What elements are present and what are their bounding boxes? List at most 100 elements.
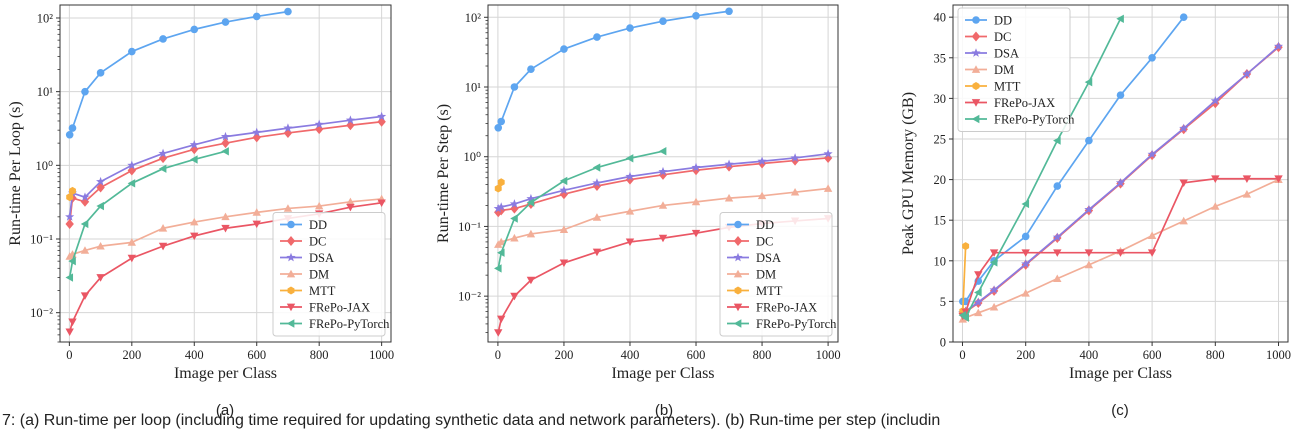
- data-point-dd: [81, 87, 89, 96]
- data-point-dsa: [989, 285, 999, 294]
- x-tick-label: 800: [753, 348, 772, 362]
- data-point-mtt: [69, 186, 76, 195]
- data-point-frepo-jax: [989, 249, 999, 257]
- y-tick-label: 0: [940, 336, 946, 350]
- data-point-dd: [593, 33, 601, 41]
- x-tick-label: 1000: [369, 348, 394, 362]
- y-tick-label: 35: [934, 51, 947, 65]
- data-point-dm: [314, 201, 324, 210]
- y-tick-label: 10: [934, 254, 947, 268]
- data-point-dsa: [691, 162, 701, 172]
- y-tick-label: 20: [934, 173, 947, 187]
- data-point-frepo-jax: [497, 315, 506, 324]
- x-tick-label: 0: [66, 348, 72, 362]
- data-point-frepo-jax: [158, 242, 168, 251]
- data-point-dm: [190, 217, 199, 226]
- data-point-frepo-pytorch: [989, 258, 998, 267]
- y-axis-label: Run-time Per Loop (s): [7, 101, 24, 245]
- data-point-frepo-jax: [1084, 249, 1094, 257]
- chart-panel-1: 0 200 400 600 800 1000 10⁻² 10⁻¹ 10⁰ 10¹ 10² Image …: [7, 4, 394, 419]
- data-point-dd: [494, 123, 503, 132]
- legend-marker-dc: [733, 236, 743, 246]
- data-point-dsa: [625, 171, 635, 181]
- data-point-dsa: [724, 159, 734, 169]
- y-tick-label: 10⁻²: [458, 290, 481, 304]
- data-point-dsa: [65, 212, 75, 221]
- data-point-dd: [497, 117, 506, 126]
- legend-label-mtt: MTT: [309, 284, 336, 298]
- series-frepo-pytorch: [65, 147, 229, 282]
- data-point-dsa: [1273, 41, 1284, 51]
- data-point-dm: [1211, 202, 1220, 210]
- x-tick-label: 600: [1143, 348, 1162, 362]
- legend-marker-mtt: [972, 82, 980, 90]
- data-point-dsa: [526, 193, 536, 203]
- figure-caption: 7: (a) Run-time per loop (including time…: [2, 412, 941, 429]
- data-point-dsa: [252, 127, 262, 137]
- data-point-dd: [626, 24, 634, 32]
- legend-box: [719, 212, 833, 337]
- data-point-frepo-pytorch: [96, 201, 104, 211]
- data-point-frepo-pytorch: [127, 179, 136, 188]
- legend-label-frepo-pytorch: FRePo-PyTorch: [309, 317, 390, 331]
- data-point-frepo-jax: [510, 292, 519, 301]
- data-point-frepo-pytorch: [494, 264, 502, 273]
- legend-label-frepo-pytorch: FRePo-PyTorch: [994, 113, 1075, 127]
- x-tick-label: 600: [687, 348, 706, 362]
- data-point-dm: [158, 224, 168, 232]
- data-point-frepo-pytorch: [1084, 77, 1093, 87]
- legend-label-dm: DM: [309, 268, 329, 282]
- data-point-frepo-jax: [80, 292, 90, 300]
- data-point-frepo-pytorch: [65, 273, 74, 282]
- panel-label: (c): [1111, 402, 1129, 419]
- x-tick-label: 1000: [816, 348, 841, 362]
- data-point-dd: [1179, 13, 1188, 21]
- data-point-frepo-jax: [1116, 249, 1125, 257]
- legend-label-dsa: DSA: [309, 251, 334, 265]
- data-point-frepo-pytorch: [510, 214, 518, 223]
- data-point-dsa: [189, 139, 199, 149]
- chart-panel-3: 0 200 400 600 800 1000 0 5 10 15 20 25 30 35 40 Image p…: [900, 4, 1291, 419]
- data-point-frepo-jax: [494, 329, 503, 337]
- data-point-dsa: [1115, 178, 1126, 187]
- data-point-dm: [691, 197, 701, 206]
- data-point-dc: [65, 218, 74, 229]
- x-axis-label: Image per Class: [611, 365, 714, 382]
- series-line-frepo-pytorch: [497, 150, 664, 269]
- data-point-dd: [65, 130, 74, 139]
- data-point-dm: [1147, 231, 1157, 239]
- data-point-dm: [724, 193, 734, 202]
- data-point-frepo-jax: [96, 274, 105, 282]
- data-point-dm: [221, 212, 230, 221]
- y-axis-label: Run-time Per Step (s): [435, 104, 452, 243]
- legend-label-dd: DD: [994, 14, 1012, 28]
- data-point-frepo-pytorch: [526, 198, 535, 207]
- data-point-frepo-jax: [346, 203, 355, 212]
- data-point-frepo-jax: [1147, 249, 1157, 257]
- data-point-dd: [560, 45, 568, 53]
- data-point-dsa: [377, 111, 387, 121]
- legend-marker-frepo-pytorch: [971, 114, 980, 124]
- y-tick-label: 30: [934, 92, 947, 106]
- data-point-dm: [625, 207, 635, 215]
- data-point-dd: [252, 12, 261, 21]
- x-tick-label: 400: [621, 348, 640, 362]
- data-point-dsa: [345, 115, 355, 125]
- data-point-frepo-jax: [1242, 175, 1252, 183]
- data-point-frepo-jax: [691, 229, 701, 238]
- y-tick-label: 25: [934, 132, 947, 146]
- y-tick-label: 10⁻²: [30, 306, 53, 320]
- data-point-dsa: [757, 156, 767, 166]
- y-tick-label: 15: [934, 214, 947, 228]
- data-point-dd: [284, 7, 292, 16]
- data-point-dd: [221, 18, 230, 26]
- data-point-dsa: [559, 185, 569, 195]
- data-point-dd: [159, 35, 167, 43]
- data-point-dd: [527, 65, 535, 73]
- data-point-frepo-pytorch: [625, 154, 634, 163]
- data-point-dsa: [1147, 149, 1157, 159]
- data-point-dd: [68, 124, 77, 132]
- data-point-dsa: [973, 297, 983, 307]
- data-point-frepo-pytorch: [658, 146, 667, 156]
